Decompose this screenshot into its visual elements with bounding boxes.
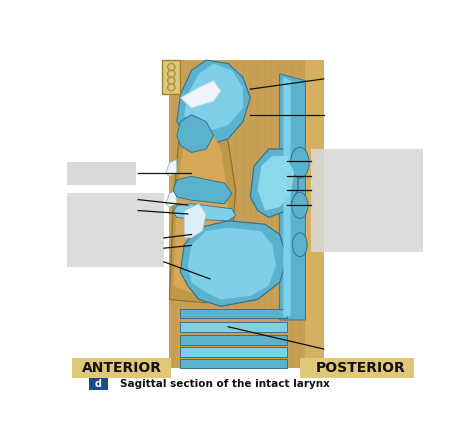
Text: Sagittal section of the intact larynx: Sagittal section of the intact larynx bbox=[120, 379, 330, 389]
Polygon shape bbox=[166, 159, 177, 176]
Polygon shape bbox=[258, 156, 294, 210]
Circle shape bbox=[169, 65, 173, 69]
Polygon shape bbox=[177, 115, 213, 152]
Circle shape bbox=[168, 63, 175, 71]
Polygon shape bbox=[305, 60, 324, 368]
Circle shape bbox=[169, 79, 173, 83]
Polygon shape bbox=[181, 81, 221, 108]
Polygon shape bbox=[181, 221, 287, 306]
Polygon shape bbox=[166, 190, 177, 207]
Text: POSTERIOR: POSTERIOR bbox=[316, 361, 405, 375]
FancyBboxPatch shape bbox=[300, 358, 414, 378]
Polygon shape bbox=[169, 60, 324, 368]
Ellipse shape bbox=[292, 233, 307, 257]
Polygon shape bbox=[184, 63, 243, 132]
Text: d: d bbox=[95, 379, 102, 389]
Circle shape bbox=[169, 72, 173, 76]
Circle shape bbox=[168, 84, 175, 91]
Ellipse shape bbox=[292, 192, 308, 218]
FancyBboxPatch shape bbox=[66, 162, 137, 185]
FancyBboxPatch shape bbox=[72, 358, 171, 378]
Polygon shape bbox=[162, 60, 181, 94]
Polygon shape bbox=[181, 347, 287, 357]
Polygon shape bbox=[250, 149, 298, 218]
Polygon shape bbox=[181, 359, 287, 369]
Polygon shape bbox=[280, 74, 305, 320]
Polygon shape bbox=[173, 176, 232, 204]
Text: ANTERIOR: ANTERIOR bbox=[82, 361, 162, 375]
Circle shape bbox=[168, 77, 175, 84]
Polygon shape bbox=[283, 77, 291, 317]
Polygon shape bbox=[181, 322, 287, 332]
FancyBboxPatch shape bbox=[66, 194, 164, 267]
Polygon shape bbox=[181, 309, 287, 318]
Polygon shape bbox=[184, 204, 206, 238]
Polygon shape bbox=[173, 204, 236, 221]
Polygon shape bbox=[188, 228, 276, 299]
Polygon shape bbox=[177, 60, 250, 146]
FancyBboxPatch shape bbox=[311, 149, 423, 252]
FancyBboxPatch shape bbox=[89, 378, 108, 390]
Polygon shape bbox=[181, 335, 287, 345]
Circle shape bbox=[169, 85, 173, 90]
Polygon shape bbox=[169, 108, 236, 303]
Ellipse shape bbox=[291, 147, 309, 178]
Polygon shape bbox=[173, 122, 228, 296]
Circle shape bbox=[168, 71, 175, 77]
